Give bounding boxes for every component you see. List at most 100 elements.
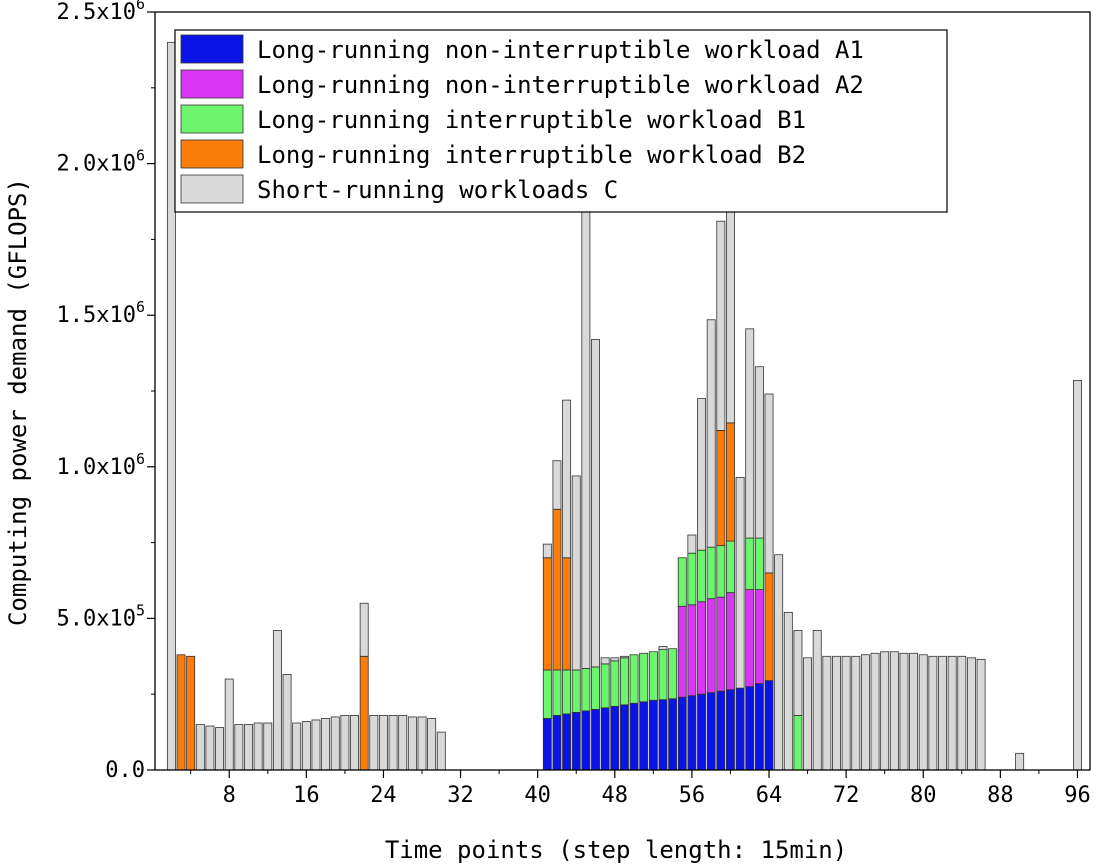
x-tick-label-32: 32 (447, 783, 474, 808)
bar-c-23 (369, 715, 379, 771)
bar-c-16 (301, 721, 311, 771)
bar-b1-50 (629, 654, 639, 704)
bar-b2-42 (552, 508, 562, 671)
y-axis-label: Computing power demand (GFLOPS) (4, 178, 32, 626)
bar-b1-43 (562, 669, 572, 715)
bar-b1-47 (600, 663, 610, 709)
bar-a1-55 (677, 696, 687, 771)
bar-b1-56 (687, 552, 697, 606)
legend: Long-running non-interruptible workload … (174, 29, 948, 213)
bar-a1-61 (735, 687, 745, 771)
bar-b1-58 (706, 546, 716, 600)
bar-a2-56 (687, 604, 697, 697)
bar-c-15 (292, 722, 302, 771)
bar-b1-54 (668, 648, 678, 700)
bar-a1-42 (552, 715, 562, 771)
bar-c-17 (311, 719, 321, 771)
y-tick-label-1500000: 1.5x106 (56, 298, 145, 328)
bar-a2-58 (706, 598, 716, 694)
bar-a1-50 (629, 702, 639, 771)
bar-c-2 (166, 41, 176, 771)
bar-c-47 (600, 657, 610, 665)
legend-label-1: Long-running non-interruptible workload … (257, 36, 864, 64)
bar-c-67 (793, 630, 803, 716)
legend-label-2: Long-running non-interruptible workload … (257, 71, 864, 99)
y-tick-label-0: 0.0 (105, 758, 145, 783)
x-axis-label: Time points (step length: 15min) (385, 836, 847, 864)
bars-layer (166, 41, 1082, 771)
legend-label-4: Long-running interruptible workload B2 (257, 141, 806, 169)
bar-c-83 (947, 655, 957, 771)
legend-swatch-5 (180, 174, 244, 204)
bar-c-71 (832, 655, 841, 771)
x-tick-label-24: 24 (370, 783, 397, 808)
bar-b2-3 (176, 654, 186, 771)
bar-c-12 (263, 722, 273, 771)
legend-swatch-2 (180, 69, 244, 99)
bar-c-46 (591, 339, 600, 668)
bar-b1-60 (726, 540, 735, 594)
bar-a2-63 (754, 589, 764, 684)
bar-c-56 (687, 534, 697, 554)
bar-b1-46 (591, 666, 600, 710)
bar-c-53 (658, 646, 668, 651)
bar-a1-58 (706, 692, 716, 771)
bar-c-22 (359, 602, 369, 657)
bar-b2-41 (542, 557, 552, 671)
bar-b1-63 (754, 537, 764, 590)
bar-c-18 (321, 718, 331, 771)
bar-c-64 (764, 393, 774, 574)
bar-c-60 (726, 210, 735, 424)
bar-c-81 (928, 655, 938, 771)
bar-c-6 (205, 725, 215, 771)
bar-a2-57 (697, 601, 706, 695)
bar-c-96 (1073, 379, 1082, 771)
bar-a1-53 (658, 699, 668, 771)
bar-c-80 (918, 654, 928, 771)
bar-b2-4 (186, 655, 196, 771)
bar-c-13 (272, 630, 282, 771)
bar-c-70 (822, 655, 832, 771)
bar-c-19 (330, 716, 340, 771)
bar-c-78 (899, 652, 909, 771)
bar-a1-60 (726, 689, 735, 771)
bar-c-27 (407, 716, 417, 771)
bar-c-90 (1015, 752, 1025, 771)
bar-b1-44 (571, 669, 581, 713)
bar-c-76 (880, 651, 890, 771)
bar-b1-62 (745, 537, 755, 590)
bar-c-10 (244, 724, 253, 771)
bar-b1-55 (677, 557, 687, 607)
bar-b2-43 (562, 557, 572, 671)
bar-b1-53 (658, 649, 668, 701)
x-tick-label-96: 96 (1064, 783, 1091, 808)
bar-c-14 (282, 674, 292, 771)
bar-c-69 (812, 630, 822, 771)
bar-c-29 (427, 718, 437, 771)
bar-c-11 (253, 722, 263, 771)
y-tick-label-500000: 5.0x105 (56, 601, 145, 631)
bar-a1-41 (542, 718, 552, 771)
bar-a1-45 (581, 710, 591, 771)
bar-a2-60 (726, 592, 735, 691)
bar-b1-42 (552, 669, 562, 716)
legend-swatch-1 (180, 34, 244, 64)
x-tick-label-88: 88 (987, 783, 1014, 808)
bar-a1-47 (600, 707, 610, 771)
bar-c-84 (957, 655, 967, 771)
legend-swatch-3 (180, 104, 244, 134)
bar-c-45 (581, 152, 591, 669)
bar-c-8 (224, 678, 234, 771)
bar-c-57 (697, 398, 706, 551)
bar-c-63 (754, 366, 764, 539)
bar-c-79 (909, 652, 919, 771)
bar-b2-64 (764, 572, 774, 681)
bar-b2-60 (726, 422, 735, 542)
bar-c-85 (966, 657, 976, 771)
bar-c-21 (350, 715, 359, 771)
bar-a1-44 (571, 711, 581, 771)
bar-c-66 (783, 611, 793, 771)
bar-a1-46 (591, 708, 600, 771)
bar-b2-22 (359, 655, 369, 771)
bar-c-86 (976, 658, 986, 771)
